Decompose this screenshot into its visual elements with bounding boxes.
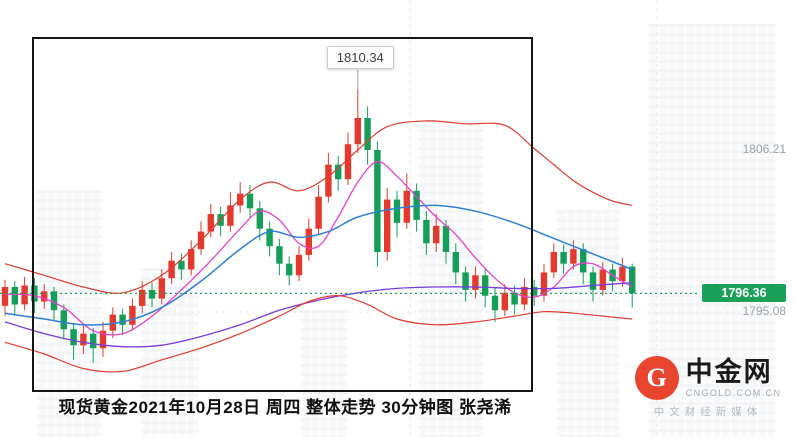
axis-price-label: 1795.08	[742, 304, 786, 319]
brand-site-domain: CNGOLD.COM.CN	[685, 388, 782, 399]
current-price-badge: 1796.36	[702, 284, 786, 303]
brand-block: G 中金网 CNGOLD.COM.CN 中文财经新媒体	[628, 356, 788, 419]
brand-site-name: 中金网	[685, 356, 773, 387]
peak-price-callout: 1810.34	[326, 46, 394, 69]
chart-caption: 现货黄金2021年10月28日 周四 整体走势 30分钟图 张尧浠	[58, 398, 512, 417]
watermark-building	[300, 310, 348, 437]
logo-letter: G	[646, 363, 667, 392]
axis-price-label: 1806.21	[742, 141, 786, 156]
watermark-building	[36, 190, 102, 437]
brand-tagline: 中文财经新媒体	[653, 406, 763, 418]
cngold-logo-icon: G	[634, 356, 679, 400]
watermark-building	[556, 210, 620, 437]
